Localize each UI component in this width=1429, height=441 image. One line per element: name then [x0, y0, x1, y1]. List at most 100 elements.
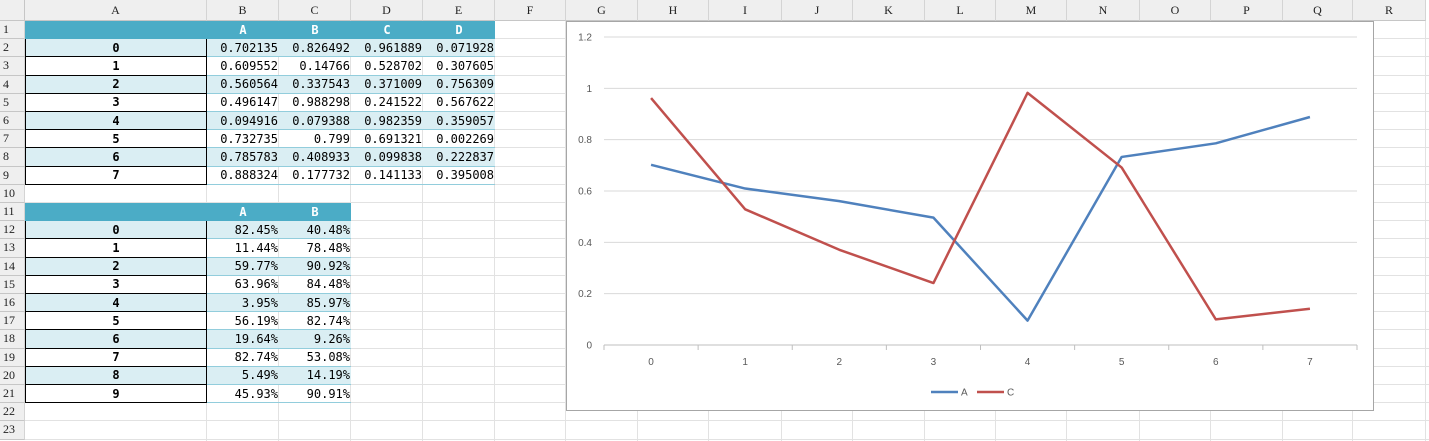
- table1-value-cell[interactable]: 0.826492: [279, 39, 351, 58]
- column-header-k[interactable]: K: [853, 0, 925, 21]
- table1-value-cell[interactable]: 0.756309: [423, 75, 495, 94]
- table2-index-cell[interactable]: 6: [25, 330, 207, 349]
- column-header-h[interactable]: H: [638, 0, 709, 21]
- row-header-6[interactable]: 6: [0, 112, 25, 131]
- table1-value-cell[interactable]: 0.359057: [423, 112, 495, 131]
- row-header-7[interactable]: 7: [0, 130, 25, 149]
- table1-corner-cell[interactable]: [25, 21, 207, 40]
- table1-index-cell[interactable]: 4: [25, 112, 207, 131]
- table1-value-cell[interactable]: 0.691321: [351, 130, 423, 149]
- table1-index-cell[interactable]: 6: [25, 148, 207, 167]
- row-header-18[interactable]: 18: [0, 330, 25, 349]
- table1-index-cell[interactable]: 1: [25, 57, 207, 76]
- table1-value-cell[interactable]: 0.496147: [207, 94, 279, 112]
- table2-index-cell[interactable]: 2: [25, 257, 207, 276]
- table1-value-cell[interactable]: 0.177732: [279, 167, 351, 185]
- table1-value-cell[interactable]: 0.141133: [351, 167, 423, 185]
- table2-value-cell[interactable]: 3.95%: [207, 294, 279, 313]
- row-header-21[interactable]: 21: [0, 385, 25, 404]
- table2-value-cell[interactable]: 90.91%: [279, 385, 351, 404]
- table2-column-header[interactable]: B: [279, 203, 351, 222]
- table1-value-cell[interactable]: 0.567622: [423, 94, 495, 112]
- table1-value-cell[interactable]: 0.408933: [279, 148, 351, 167]
- table1-value-cell[interactable]: 0.988298: [279, 94, 351, 112]
- row-header-10[interactable]: 10: [0, 184, 25, 203]
- column-header-l[interactable]: L: [925, 0, 996, 21]
- row-header-20[interactable]: 20: [0, 366, 25, 385]
- column-header-m[interactable]: M: [996, 0, 1067, 21]
- table1-column-header[interactable]: B: [279, 21, 351, 40]
- table1-index-cell[interactable]: 7: [25, 166, 207, 185]
- table2-corner-cell[interactable]: [25, 203, 207, 222]
- table1-index-cell[interactable]: 2: [25, 75, 207, 94]
- table1-value-cell[interactable]: 0.14766: [279, 57, 351, 76]
- table1-column-header[interactable]: C: [351, 21, 423, 40]
- table2-value-cell[interactable]: 82.74%: [279, 312, 351, 331]
- column-header-e[interactable]: E: [423, 0, 495, 21]
- table2-value-cell[interactable]: 82.45%: [207, 221, 279, 240]
- table1-value-cell[interactable]: 0.888324: [207, 167, 279, 185]
- select-all-corner[interactable]: [0, 0, 25, 21]
- column-header-r[interactable]: R: [1353, 0, 1426, 21]
- table1-value-cell[interactable]: 0.702135: [207, 39, 279, 58]
- table1-index-cell[interactable]: 3: [25, 93, 207, 112]
- row-header-12[interactable]: 12: [0, 221, 25, 240]
- table1-value-cell[interactable]: 0.371009: [351, 75, 423, 94]
- column-header-g[interactable]: G: [566, 0, 638, 21]
- table1-value-cell[interactable]: 0.799: [279, 130, 351, 149]
- column-header-f[interactable]: F: [495, 0, 566, 21]
- table2-value-cell[interactable]: 5.49%: [207, 366, 279, 385]
- table2-value-cell[interactable]: 85.97%: [279, 294, 351, 313]
- table1-value-cell[interactable]: 0.071928: [423, 39, 495, 58]
- table2-index-cell[interactable]: 7: [25, 348, 207, 367]
- table1-value-cell[interactable]: 0.560564: [207, 75, 279, 94]
- table2-value-cell[interactable]: 45.93%: [207, 385, 279, 404]
- column-header-j[interactable]: J: [782, 0, 853, 21]
- row-header-14[interactable]: 14: [0, 257, 25, 276]
- table1-value-cell[interactable]: 0.099838: [351, 148, 423, 167]
- row-header-1[interactable]: 1: [0, 21, 25, 40]
- table2-value-cell[interactable]: 84.48%: [279, 276, 351, 294]
- table1-value-cell[interactable]: 0.094916: [207, 112, 279, 131]
- column-header-p[interactable]: P: [1211, 0, 1283, 21]
- table1-value-cell[interactable]: 0.732735: [207, 130, 279, 149]
- table2-value-cell[interactable]: 11.44%: [207, 239, 279, 258]
- column-header-b[interactable]: B: [207, 0, 279, 21]
- table2-index-cell[interactable]: 4: [25, 294, 207, 313]
- table2-index-cell[interactable]: 0: [25, 221, 207, 240]
- table1-value-cell[interactable]: 0.961889: [351, 39, 423, 58]
- table1-value-cell[interactable]: 0.395008: [423, 167, 495, 185]
- table1-value-cell[interactable]: 0.609552: [207, 57, 279, 76]
- table1-value-cell[interactable]: 0.785783: [207, 148, 279, 167]
- table1-index-cell[interactable]: 5: [25, 130, 207, 149]
- table1-value-cell[interactable]: 0.002269: [423, 130, 495, 149]
- row-header-9[interactable]: 9: [0, 166, 25, 185]
- row-header-15[interactable]: 15: [0, 275, 25, 294]
- table1-value-cell[interactable]: 0.982359: [351, 112, 423, 131]
- table1-column-header[interactable]: A: [207, 21, 279, 40]
- row-header-5[interactable]: 5: [0, 93, 25, 112]
- row-header-16[interactable]: 16: [0, 294, 25, 313]
- row-header-11[interactable]: 11: [0, 203, 25, 222]
- row-header-13[interactable]: 13: [0, 239, 25, 258]
- column-header-i[interactable]: I: [709, 0, 782, 21]
- table2-value-cell[interactable]: 82.74%: [207, 349, 279, 367]
- column-header-o[interactable]: O: [1140, 0, 1211, 21]
- table1-index-cell[interactable]: 0: [25, 39, 207, 58]
- table1-value-cell[interactable]: 0.079388: [279, 112, 351, 131]
- table2-value-cell[interactable]: 90.92%: [279, 257, 351, 276]
- row-header-23[interactable]: 23: [0, 421, 25, 440]
- table1-column-header[interactable]: D: [423, 21, 495, 40]
- row-header-17[interactable]: 17: [0, 312, 25, 331]
- table2-value-cell[interactable]: 56.19%: [207, 312, 279, 331]
- table1-value-cell[interactable]: 0.222837: [423, 148, 495, 167]
- table1-value-cell[interactable]: 0.241522: [351, 94, 423, 112]
- row-header-4[interactable]: 4: [0, 75, 25, 94]
- table2-index-cell[interactable]: 3: [25, 275, 207, 294]
- table2-index-cell[interactable]: 5: [25, 312, 207, 331]
- table2-index-cell[interactable]: 1: [25, 239, 207, 258]
- table2-value-cell[interactable]: 9.26%: [279, 330, 351, 349]
- table2-value-cell[interactable]: 14.19%: [279, 366, 351, 385]
- table2-value-cell[interactable]: 19.64%: [207, 330, 279, 349]
